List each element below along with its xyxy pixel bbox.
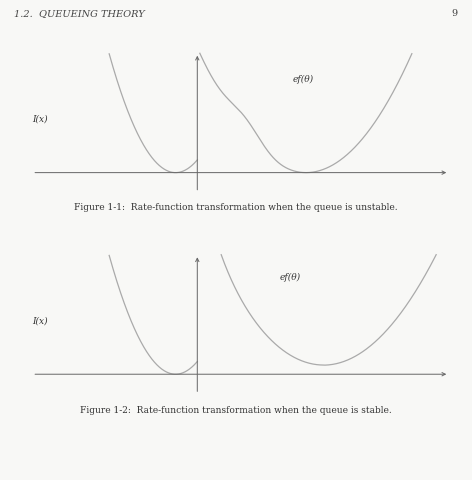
Text: 9: 9 <box>452 9 458 18</box>
Text: I(x): I(x) <box>32 316 48 325</box>
Text: Figure 1-1:  Rate-function transformation when the queue is unstable.: Figure 1-1: Rate-function transformation… <box>74 203 398 212</box>
Text: I(x): I(x) <box>32 115 48 124</box>
Text: 1.2.  QUEUEING THEORY: 1.2. QUEUEING THEORY <box>14 9 145 18</box>
Text: ef(θ): ef(θ) <box>280 273 301 282</box>
Text: ef(θ): ef(θ) <box>293 75 314 84</box>
Text: Figure 1-2:  Rate-function transformation when the queue is stable.: Figure 1-2: Rate-function transformation… <box>80 406 392 415</box>
